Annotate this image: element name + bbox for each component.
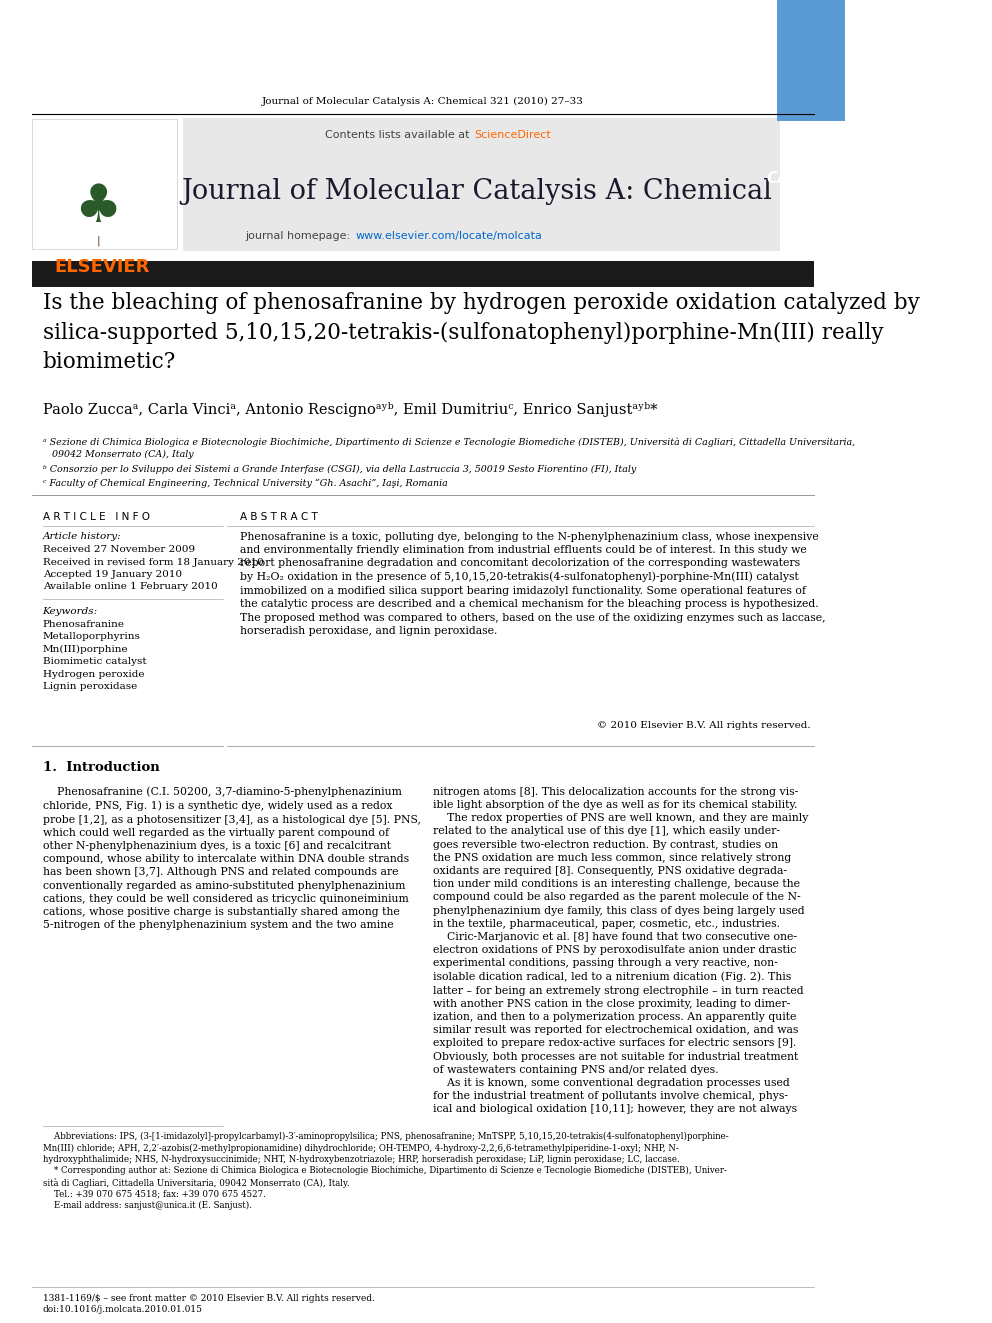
Text: Received 27 November 2009: Received 27 November 2009 <box>43 545 194 554</box>
Text: www.elsevier.com/locate/molcata: www.elsevier.com/locate/molcata <box>355 232 543 241</box>
Text: ᶜ Faculty of Chemical Engineering, Technical University “Gh. Asachi”, Iaşi, Roma: ᶜ Faculty of Chemical Engineering, Techn… <box>43 479 447 488</box>
Text: Accepted 19 January 2010: Accepted 19 January 2010 <box>43 570 182 579</box>
Text: Hydrogen peroxide: Hydrogen peroxide <box>43 669 144 679</box>
Text: Article history:: Article history: <box>43 532 121 541</box>
Text: Contents lists available at: Contents lists available at <box>324 131 473 140</box>
Text: Lignin peroxidase: Lignin peroxidase <box>43 683 137 691</box>
Text: A B S T R A C T: A B S T R A C T <box>240 512 318 523</box>
Bar <box>33 261 813 287</box>
Text: ᵃ Sezione di Chimica Biologica e Biotecnologie Biochimiche, Dipartimento di Scie: ᵃ Sezione di Chimica Biologica e Biotecn… <box>43 438 855 459</box>
Text: Biomimetic catalyst: Biomimetic catalyst <box>43 658 146 667</box>
Text: Phenosafranine is a toxic, polluting dye, belonging to the N-phenylphenazinium c: Phenosafranine is a toxic, polluting dye… <box>240 532 826 636</box>
Text: |: | <box>96 235 100 246</box>
Bar <box>777 0 845 120</box>
Text: ELSEVIER: ELSEVIER <box>55 258 150 277</box>
Text: JOURNAL OF MOLECULAR: JOURNAL OF MOLECULAR <box>780 132 842 138</box>
Text: Journal of Molecular Catalysis A: Chemical 321 (2010) 27–33: Journal of Molecular Catalysis A: Chemic… <box>262 98 583 106</box>
Text: 1.  Introduction: 1. Introduction <box>43 761 160 774</box>
Text: Metalloporphyrins: Metalloporphyrins <box>43 632 141 642</box>
Text: ScienceDirect: ScienceDirect <box>474 131 552 140</box>
Text: CATALYSIS: CATALYSIS <box>767 171 855 187</box>
Text: © 2010 Elsevier B.V. All rights reserved.: © 2010 Elsevier B.V. All rights reserved… <box>597 721 811 729</box>
Text: Received in revised form 18 January 2010: Received in revised form 18 January 2010 <box>43 557 263 566</box>
Text: A R T I C L E   I N F O: A R T I C L E I N F O <box>43 512 150 523</box>
Text: ♣: ♣ <box>74 181 122 233</box>
Bar <box>184 118 780 250</box>
Bar <box>33 119 178 249</box>
Text: Phenosafranine (C.I. 50200, 3,7-diamino-5-phenylphenazinium
chloride, PNS, Fig. : Phenosafranine (C.I. 50200, 3,7-diamino-… <box>43 787 421 930</box>
Text: Paolo Zuccaᵃ, Carla Vinciᵃ, Antonio Rescignoᵃʸᵇ, Emil Dumitriuᶜ, Enrico Sanjustᵃ: Paolo Zuccaᵃ, Carla Vinciᵃ, Antonio Resc… <box>43 402 657 417</box>
Text: ᵇ Consorzio per lo Sviluppo dei Sistemi a Grande Interfase (CSGI), via della Las: ᵇ Consorzio per lo Sviluppo dei Sistemi … <box>43 464 636 474</box>
Text: Mn(III)porphine: Mn(III)porphine <box>43 644 128 654</box>
Text: Available online 1 February 2010: Available online 1 February 2010 <box>43 582 217 591</box>
Text: nitrogen atoms [8]. This delocalization accounts for the strong vis-
ible light : nitrogen atoms [8]. This delocalization … <box>433 787 808 1114</box>
Text: A: Chemical: A: Chemical <box>793 205 830 210</box>
Text: Keywords:: Keywords: <box>43 607 98 617</box>
Text: Abbreviations: IPS, (3-[1-imidazolyl]-propylcarbamyl)-3′-aminopropylsilica; PNS,: Abbreviations: IPS, (3-[1-imidazolyl]-pr… <box>43 1132 728 1211</box>
Text: 1381-1169/$ – see front matter © 2010 Elsevier B.V. All rights reserved.
doi:10.: 1381-1169/$ – see front matter © 2010 El… <box>43 1294 374 1314</box>
Text: Journal of Molecular Catalysis A: Chemical: Journal of Molecular Catalysis A: Chemic… <box>182 177 773 205</box>
Text: Is the bleaching of phenosafranine by hydrogen peroxide oxidation catalyzed by
s: Is the bleaching of phenosafranine by hy… <box>43 292 920 373</box>
Text: journal homepage:: journal homepage: <box>245 232 353 241</box>
Text: Phenosafranine: Phenosafranine <box>43 620 125 628</box>
